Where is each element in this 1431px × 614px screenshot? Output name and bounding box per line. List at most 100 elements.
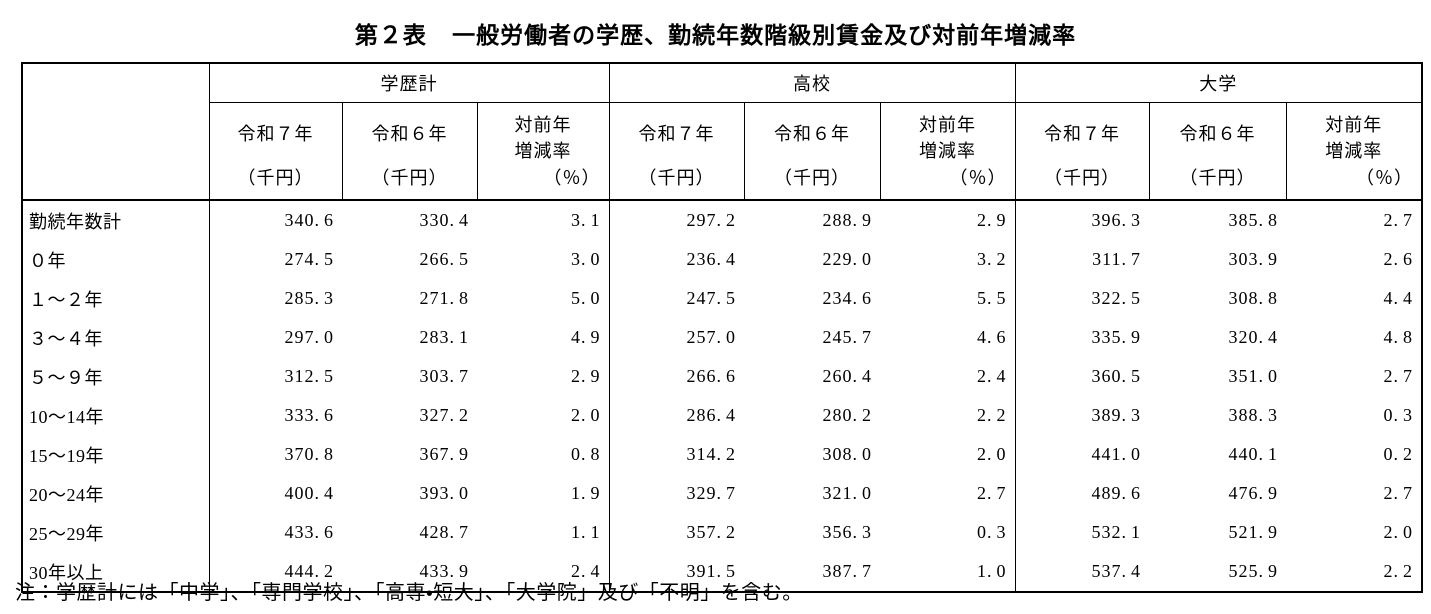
rate-label-line1: 対前年 [1325, 115, 1383, 135]
table-cell: 303. 9 [1228, 249, 1279, 269]
table-cell: 537. 4 [1091, 561, 1142, 581]
table-row: 10～14年 333. 6 327. 2 2. 0 286. 4 280. 2 2. 2 38… [22, 396, 1422, 435]
table-cell: 2. 4 [880, 357, 1016, 396]
table-header: 学歴計 高校 大学 令和７年 （千円） 令和６年 （千円） 対前年 増減率 （％） 令和… [21, 62, 1423, 201]
row-label: ３～４年 [22, 318, 210, 357]
row-label: 30年以上 [22, 552, 210, 592]
footnote: 注：学歴計には「中学」、「専門学校」、「高専・短大」、「大学院」及び「不明」を含… [15, 582, 803, 604]
header-total-reiwa6: 令和６年 （千円） [341, 102, 478, 201]
table-cell: 340. 6 [284, 210, 334, 230]
header-highschool-reiwa7: 令和７年 （千円） [608, 102, 745, 201]
rate-label-line1: 対前年 [514, 115, 572, 135]
table-cell: 303. 7 [419, 366, 469, 386]
year-label: 令和６年 [774, 124, 851, 144]
header-university-reiwa7: 令和７年 （千円） [1014, 102, 1150, 201]
table-cell: 308. 0 [822, 444, 873, 464]
table-cell: 433. 6 [284, 522, 334, 542]
table-row: ０年 274. 5 266. 5 3. 0 236. 4 229. 0 3. 2 311. 7… [22, 240, 1422, 279]
unit-label: （％） [1356, 168, 1414, 188]
table-body: 勤続年数計 340. 6 330. 4 3. 1 297. 2 288. 9 2. 9 396… [22, 200, 1422, 592]
header-highschool-rate: 対前年 増減率 （％） [879, 102, 1016, 201]
table-cell: 4. 8 [1383, 327, 1414, 347]
table-cell: 286. 4 [686, 405, 737, 425]
table-cell: 274. 5 [284, 249, 334, 269]
table-cell: 1. 1 [477, 513, 610, 552]
table-cell: 4. 6 [880, 318, 1016, 357]
table-cell: 351. 0 [1228, 366, 1279, 386]
table-cell: 0. 8 [477, 435, 610, 474]
table-cell: 266. 6 [686, 366, 737, 386]
row-label: ０年 [22, 240, 210, 279]
table-cell: 433. 9 [419, 561, 469, 581]
table-cell: 441. 0 [1091, 444, 1142, 464]
table-cell: 297. 0 [284, 327, 334, 347]
table-number-label: 第２表 [354, 22, 427, 48]
table-cell: 2. 7 [880, 474, 1016, 513]
table-cell: 2. 7 [1383, 483, 1414, 503]
table-cell: 3. 1 [477, 200, 610, 240]
table-row: 30年以上 444. 2 433. 9 2. 4 391. 5 387. 7 1. 0 537… [22, 552, 1422, 592]
table-cell: 4. 4 [1383, 288, 1414, 308]
wage-table: 学歴計 高校 大学 令和７年 （千円） 令和６年 （千円） 対前年 増減率 （％） 令和… [21, 62, 1424, 593]
row-label: 10～14年 [22, 396, 210, 435]
table-cell: 322. 5 [1091, 288, 1142, 308]
table-cell: 1. 9 [477, 474, 610, 513]
table-row: ３～４年 297. 0 283. 1 4. 9 257. 0 245. 7 4. 6 335.… [22, 318, 1422, 357]
table-cell: 327. 2 [419, 405, 469, 425]
row-label: 20～24年 [22, 474, 210, 513]
year-label: 令和７年 [1044, 124, 1121, 144]
table-cell: 1. 0 [880, 552, 1016, 592]
table-cell: 234. 6 [822, 288, 873, 308]
table-cell: 2. 2 [880, 396, 1016, 435]
table-cell: 280. 2 [822, 405, 873, 425]
table-cell: 521. 9 [1228, 522, 1279, 542]
header-university-rate: 対前年 増減率 （％） [1285, 102, 1423, 201]
table-cell: 2. 0 [880, 435, 1016, 474]
table-cell: 283. 1 [419, 327, 469, 347]
page-title: 第２表 一般労働者の学歴、勤続年数階級別賃金及び対前年増減率 [0, 16, 1431, 50]
header-total-rate: 対前年 増減率 （％） [476, 102, 610, 201]
table-cell: 2. 4 [477, 552, 610, 592]
table-cell: 2. 7 [1383, 366, 1414, 386]
table-cell: 297. 2 [686, 210, 737, 230]
table-cell: 3. 0 [477, 240, 610, 279]
table-cell: 2. 9 [880, 200, 1016, 240]
table-cell: 2. 0 [1383, 522, 1414, 542]
table-cell: 370. 8 [284, 444, 334, 464]
table-cell: 266. 5 [419, 249, 469, 269]
table-cell: 312. 5 [284, 366, 334, 386]
table-row: 勤続年数計 340. 6 330. 4 3. 1 297. 2 288. 9 2. 9 396… [22, 200, 1422, 240]
table-cell: 314. 2 [686, 444, 737, 464]
table-cell: 329. 7 [686, 483, 737, 503]
header-university-reiwa6: 令和６年 （千円） [1148, 102, 1287, 201]
table-cell: 260. 4 [822, 366, 873, 386]
unit-label: （％） [543, 168, 601, 188]
table-cell: 532. 1 [1091, 522, 1142, 542]
table-cell: 440. 1 [1228, 444, 1279, 464]
table-cell: 357. 2 [686, 522, 737, 542]
unit-label: （千円） [371, 168, 448, 188]
table-cell: 525. 9 [1228, 561, 1279, 581]
header-highschool-reiwa6: 令和６年 （千円） [743, 102, 881, 201]
table-cell: 356. 3 [822, 522, 873, 542]
header-group-highschool: 高校 [608, 62, 1016, 103]
table-row: 15～19年 370. 8 367. 9 0. 8 314. 2 308. 0 2. 0 44… [22, 435, 1422, 474]
table-cell: 330. 4 [419, 210, 469, 230]
table-cell: 257. 0 [686, 327, 737, 347]
table-row: 20～24年 400. 4 393. 0 1. 9 329. 7 321. 0 2. 7 48… [22, 474, 1422, 513]
table-cell: 4. 9 [477, 318, 610, 357]
table-cell: 367. 9 [419, 444, 469, 464]
table-cell: 308. 8 [1228, 288, 1279, 308]
unit-label: （千円） [1179, 168, 1256, 188]
unit-label: （千円） [237, 168, 314, 188]
row-label: ５～９年 [22, 357, 210, 396]
rate-label-line2: 増減率 [919, 141, 977, 161]
year-label: 令和６年 [371, 124, 448, 144]
unit-label: （千円） [1044, 168, 1121, 188]
row-label: 15～19年 [22, 435, 210, 474]
table-cell: 271. 8 [419, 288, 469, 308]
table-cell: 444. 2 [284, 561, 334, 581]
table-cell: 400. 4 [284, 483, 334, 503]
table-cell: 2. 2 [1383, 561, 1414, 581]
table-cell: 391. 5 [686, 561, 737, 581]
